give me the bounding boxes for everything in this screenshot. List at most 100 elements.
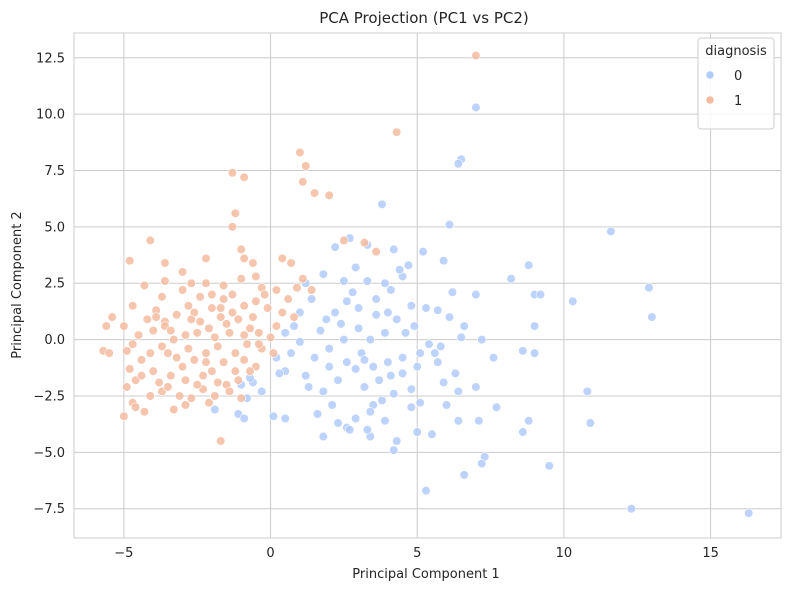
plot-area (73, 32, 782, 539)
scatter-point-diagnosis-0 (459, 321, 469, 331)
scatter-point-diagnosis-0 (365, 407, 375, 417)
scatter-point-diagnosis-1 (180, 375, 191, 385)
scatter-point-diagnosis-1 (128, 339, 138, 349)
scatter-point-diagnosis-1 (183, 344, 194, 354)
scatter-point-diagnosis-1 (233, 375, 243, 385)
scatter-point-diagnosis-1 (277, 253, 287, 264)
scatter-point-diagnosis-1 (169, 404, 179, 415)
scatter-point-diagnosis-0 (304, 382, 314, 392)
scatter-point-diagnosis-1 (195, 292, 205, 302)
scatter-point-diagnosis-0 (529, 321, 540, 331)
tick-labels: −5 0 5 10 15 −7.5 −5.0 −2.5 0.0 2.5 5.0 7.5 10.0 12.5 (33, 51, 718, 561)
scatter-point-diagnosis-0 (439, 256, 449, 266)
scatter-point-diagnosis-1 (227, 168, 238, 178)
scatter-point-diagnosis-0 (383, 307, 393, 318)
scatter-point-diagnosis-0 (529, 348, 540, 358)
scatter-point-diagnosis-1 (148, 325, 158, 336)
scatter-point-diagnosis-1 (236, 393, 246, 403)
scatter-point-diagnosis-1 (245, 366, 255, 376)
scatter-point-diagnosis-1 (175, 391, 185, 401)
scatter-point-diagnosis-0 (351, 413, 361, 424)
scatter-point-diagnosis-0 (412, 427, 422, 437)
scatter-point-diagnosis-1 (172, 353, 182, 363)
scatter-point-diagnosis-0 (330, 242, 340, 252)
scatter-point-diagnosis-0 (348, 287, 358, 297)
scatter-point-diagnosis-1 (204, 323, 214, 333)
scatter-point-diagnosis-0 (280, 328, 290, 338)
scatter-point-diagnosis-0 (421, 303, 431, 313)
scatter-point-diagnosis-0 (389, 244, 399, 255)
scatter-point-diagnosis-0 (568, 296, 578, 306)
scatter-point-diagnosis-1 (151, 312, 161, 322)
scatter-point-diagnosis-0 (353, 303, 364, 313)
scatter-point-diagnosis-0 (456, 332, 466, 342)
scatter-point-diagnosis-1 (221, 319, 232, 329)
scatter-point-diagnosis-1 (227, 289, 238, 300)
scatter-point-diagnosis-1 (210, 391, 220, 401)
scatter-point-diagnosis-1 (177, 285, 188, 295)
x-tick-label: 15 (702, 546, 719, 561)
scatter-point-diagnosis-1 (204, 398, 214, 408)
scatter-point-diagnosis-1 (239, 330, 249, 340)
scatter-point-diagnosis-0 (488, 353, 499, 363)
scatter-point-diagnosis-0 (239, 413, 249, 424)
scatter-point-diagnosis-0 (471, 382, 481, 392)
scatter-point-diagnosis-0 (415, 348, 425, 358)
grid-lines (74, 33, 781, 538)
scatter-point-diagnosis-0 (368, 362, 378, 372)
scatter-point-diagnosis-1 (201, 357, 211, 367)
scatter-point-diagnosis-1 (133, 330, 144, 340)
scatter-point-diagnosis-1 (192, 328, 202, 338)
scatter-point-diagnosis-1 (169, 335, 179, 345)
scatter-point-diagnosis-1 (213, 341, 223, 351)
scatter-point-diagnosis-1 (224, 386, 235, 397)
scatter-point-diagnosis-0 (351, 262, 361, 273)
scatter-point-diagnosis-0 (257, 386, 267, 397)
scatter-point-diagnosis-0 (280, 413, 290, 424)
scatter-point-diagnosis-1 (219, 294, 229, 304)
scatter-point-diagnosis-0 (336, 319, 346, 329)
scatter-point-diagnosis-0 (392, 314, 402, 324)
scatter-point-diagnosis-1 (157, 292, 167, 302)
scatter-point-diagnosis-1 (254, 328, 264, 338)
scatter-point-diagnosis-0 (324, 344, 334, 354)
scatter-point-diagnosis-1 (216, 303, 226, 313)
scatter-point-diagnosis-0 (644, 283, 654, 293)
scatter-point-diagnosis-0 (321, 314, 331, 324)
scatter-point-diagnosis-1 (189, 355, 199, 365)
scatter-point-diagnosis-0 (395, 265, 405, 275)
scatter-point-diagnosis-1 (219, 357, 229, 367)
scatter-point-diagnosis-0 (353, 323, 364, 333)
scatter-point-diagnosis-0 (415, 398, 425, 408)
scatter-point-diagnosis-1 (192, 380, 202, 390)
scatter-point-diagnosis-1 (207, 303, 217, 313)
scatter-point-diagnosis-0 (430, 348, 440, 358)
scatter-point-diagnosis-0 (362, 276, 372, 286)
scatter-point-diagnosis-1 (339, 235, 349, 246)
scatter-point-diagnosis-0 (406, 384, 416, 394)
scatter-point-diagnosis-0 (506, 274, 516, 284)
scatter-point-diagnosis-0 (397, 353, 408, 363)
scatter-point-diagnosis-1 (230, 208, 240, 218)
scatter-point-diagnosis-0 (339, 276, 349, 286)
scatter-point-diagnosis-0 (327, 400, 337, 410)
scatter-point-diagnosis-0 (418, 247, 428, 257)
scatter-point-diagnosis-0 (318, 269, 328, 279)
scatter-point-diagnosis-0 (397, 368, 408, 379)
scatter-point-diagnosis-1 (136, 355, 147, 365)
scatter-point-diagnosis-1 (254, 339, 264, 349)
scatter-point-diagnosis-1 (239, 172, 249, 182)
scatter-point-diagnosis-0 (365, 335, 375, 345)
scatter-point-diagnosis-0 (383, 357, 393, 367)
legend-box (697, 37, 775, 130)
scatter-point-diagnosis-1 (195, 316, 205, 327)
scatter-point-diagnosis-1 (277, 307, 287, 318)
scatter-point-diagnosis-0 (330, 307, 340, 318)
scatter-point-diagnosis-1 (166, 325, 176, 336)
scatter-point-diagnosis-1 (324, 190, 334, 200)
scatter-point-diagnosis-0 (318, 431, 328, 442)
legend-title: diagnosis (705, 44, 767, 59)
scatter-point-diagnosis-0 (744, 508, 754, 518)
legend-label-1: 1 (734, 94, 742, 109)
scatter-point-diagnosis-0 (389, 445, 399, 455)
